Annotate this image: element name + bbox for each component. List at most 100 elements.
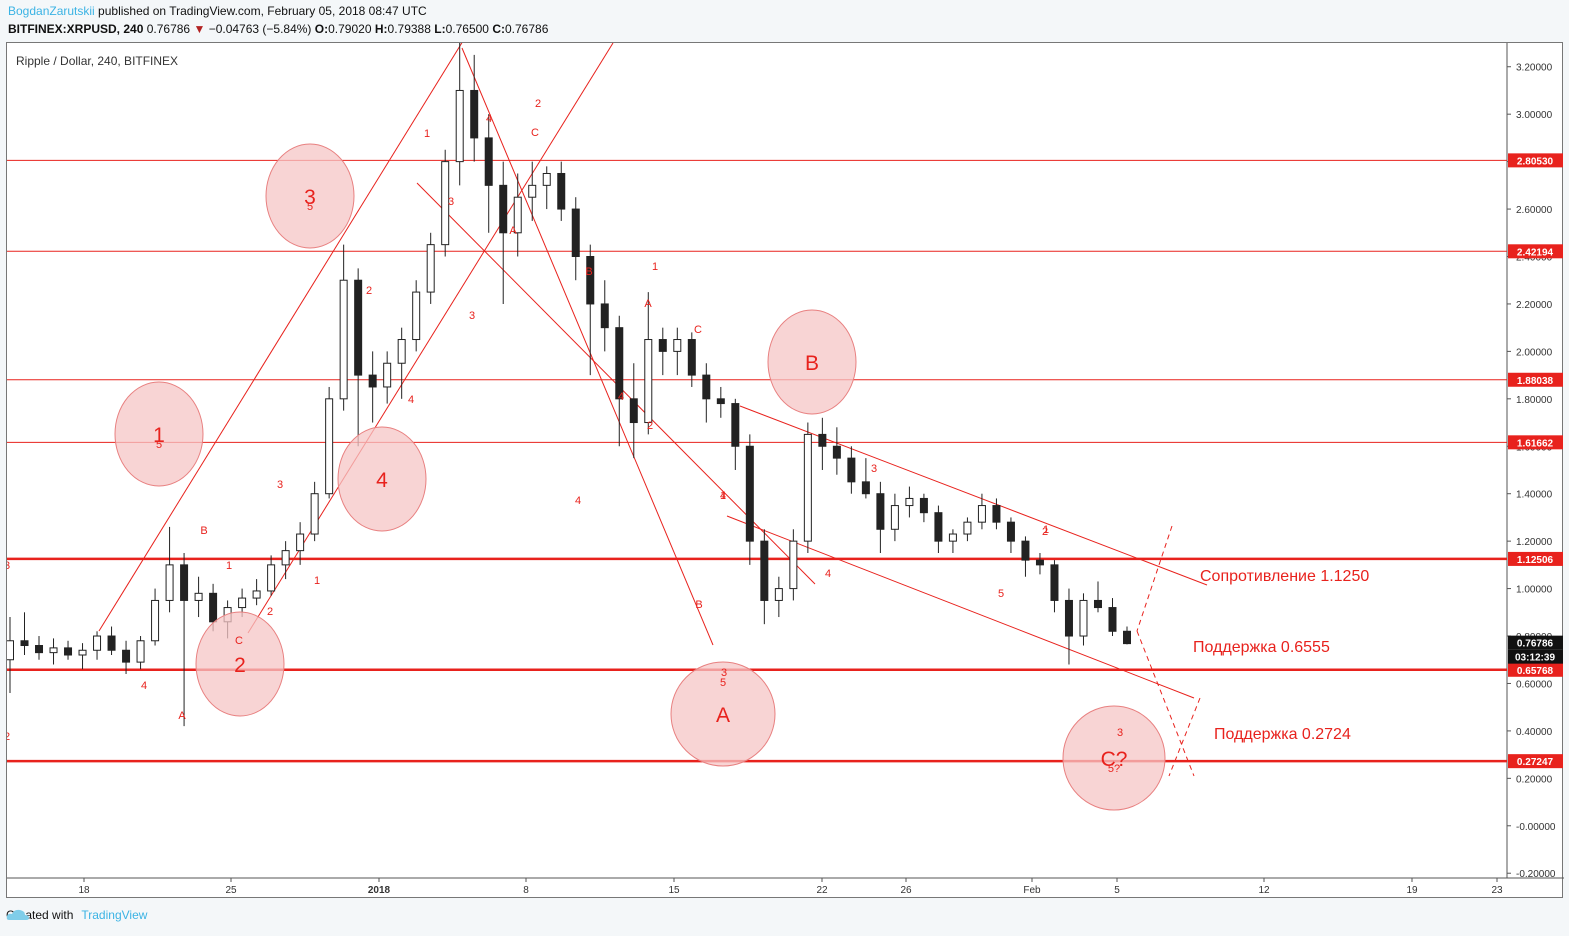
time-tick-label: 18 — [78, 885, 90, 896]
author-link[interactable]: BogdanZarutskii — [8, 4, 95, 18]
wave-circle-label: A — [716, 704, 730, 727]
candle-body — [1035, 559, 1044, 566]
resistance-annotation: Сопротивление 1.1250 — [1200, 568, 1369, 585]
price-tick-label: 1.40000 — [1516, 490, 1553, 501]
projection-line — [1136, 630, 1195, 777]
trend-line — [98, 43, 463, 632]
wave-label: 4 — [408, 394, 414, 406]
time-tick-label: 8 — [523, 885, 529, 896]
candle-body — [847, 457, 856, 483]
candle-body — [310, 493, 319, 535]
candle-body — [470, 89, 479, 139]
high-label: H: — [374, 22, 388, 36]
trend-line — [461, 47, 714, 646]
projection-line — [1136, 525, 1173, 632]
wave-circle-sublabel: 5 — [156, 439, 162, 451]
tradingview-link[interactable]: TradingView — [6, 908, 147, 922]
candle-body — [238, 597, 247, 609]
wave-label: A — [509, 225, 517, 237]
wave-label: 1 — [652, 261, 658, 273]
candle-body — [615, 327, 624, 400]
candle-body — [629, 398, 638, 424]
projection-line — [1168, 697, 1201, 777]
high-value: 0.79388 — [387, 22, 431, 36]
price-chart[interactable]: Ripple / Dollar, 240, BITFINEX 3.20000 3.0… — [7, 43, 1564, 899]
wave-label: 3 — [469, 310, 475, 322]
candle-body — [397, 339, 406, 364]
time-tick-label: 26 — [900, 885, 912, 896]
candle-body — [252, 590, 261, 599]
time-tick-label: 12 — [1258, 885, 1270, 896]
open-label: O: — [314, 22, 329, 36]
candle-body — [165, 564, 174, 601]
wave-label: 1 — [226, 560, 232, 572]
publish-info: BogdanZarutskii published on TradingView… — [8, 4, 427, 18]
level-badge-label: 1.12506 — [1517, 555, 1554, 566]
candle-body — [209, 592, 218, 623]
trend-line — [247, 43, 614, 634]
wave-label: 4 — [486, 113, 492, 125]
candle-body — [49, 647, 58, 654]
wave-label: 4 — [720, 490, 726, 502]
candle-body — [745, 445, 754, 542]
candle-body — [35, 645, 44, 654]
price-tick-label: 0.40000 — [1516, 727, 1553, 738]
symbol-summary: BITFINEX:XRPUSD, 240 0.76786 ▼ −0.04763 … — [8, 22, 548, 36]
wave-circle — [337, 426, 427, 532]
level-badge — [1508, 372, 1563, 387]
wave-circle-label: B — [805, 352, 819, 375]
time-tick-label: 25 — [225, 885, 237, 896]
candle-body — [919, 497, 928, 514]
last-price-badge — [1508, 635, 1563, 650]
candle-body — [194, 592, 203, 601]
time-tick-label: 23 — [1491, 885, 1503, 896]
wave-label: 2 — [7, 731, 10, 743]
candle-body — [832, 445, 841, 459]
candle-body — [122, 649, 131, 663]
wave-label: 5 — [998, 588, 1004, 600]
last-price: 0.76786 — [146, 22, 191, 36]
wave-circle-label: 1 — [153, 424, 165, 447]
time-tick-label: 5 — [1114, 885, 1120, 896]
candle-body — [1123, 630, 1131, 645]
level-badge — [1508, 551, 1563, 566]
open-value: 0.79020 — [328, 22, 372, 36]
candle-body — [716, 398, 725, 405]
candle-body — [992, 505, 1001, 523]
wave-label: 2 — [267, 606, 273, 618]
price-tick-label: 1.80000 — [1516, 395, 1553, 406]
wave-label: 3 — [1117, 727, 1123, 739]
level-badge — [1508, 435, 1563, 450]
wave-circle — [670, 661, 776, 767]
wave-label: 2 — [1042, 526, 1048, 538]
candle-body — [64, 647, 73, 656]
candle-body — [339, 279, 348, 400]
price-tick-label: -0.00000 — [1516, 822, 1556, 833]
candle-body — [571, 208, 580, 258]
timer-label: 03:12:39 — [1515, 653, 1555, 664]
candle-body — [499, 184, 508, 234]
wave-label: A — [178, 710, 186, 722]
wave-label: 4 — [825, 568, 831, 580]
wave-label: 4 — [618, 391, 624, 403]
chart-panel[interactable]: Ripple / Dollar, 240, BITFINEX 3.20000 3.0… — [6, 42, 1564, 899]
candle-body — [7, 640, 14, 661]
level-badge-label: 1.88038 — [1517, 376, 1554, 387]
candle-body — [963, 521, 972, 535]
candle-body — [528, 184, 537, 198]
wave-label: 1 — [720, 490, 726, 502]
wave-label: C — [531, 127, 539, 139]
candle-body — [412, 291, 421, 341]
level-badge-label: 2.80530 — [1517, 156, 1554, 167]
level-badge-label: 0.27247 — [1517, 757, 1554, 768]
support-annotation-1: Поддержка 0.6555 — [1193, 639, 1330, 656]
candle-body — [368, 374, 377, 388]
level-badge — [1508, 754, 1563, 769]
candle-body — [977, 505, 986, 523]
candle-body — [267, 564, 276, 592]
candle-body — [383, 362, 392, 388]
close-value: 0.76786 — [505, 22, 549, 36]
wave-circle-label: C? — [1101, 748, 1128, 771]
candle-body — [455, 89, 464, 163]
candle-body — [1079, 599, 1088, 637]
